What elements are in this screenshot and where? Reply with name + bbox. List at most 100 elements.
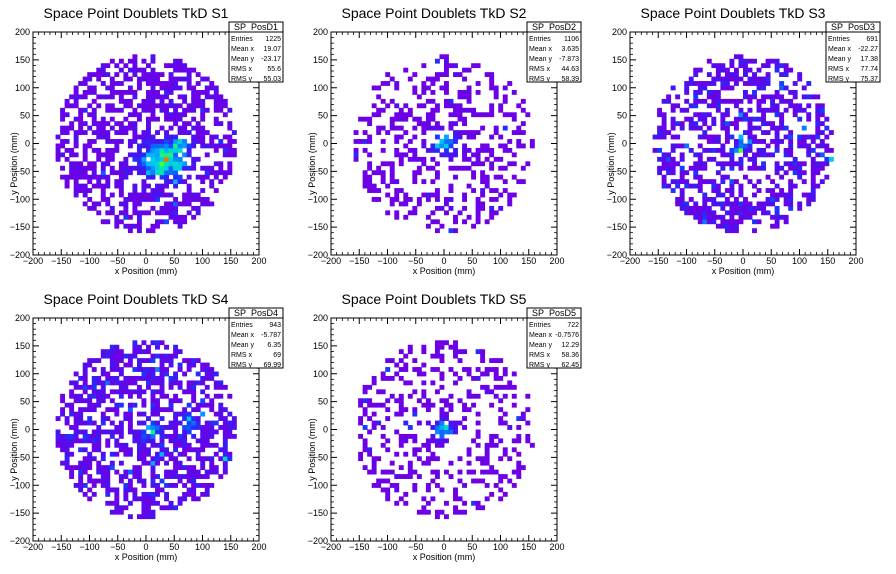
panel-title: Space Point Doublets TkD S3 [641, 5, 826, 21]
histogram-bin [91, 447, 97, 453]
histogram-bin [186, 152, 192, 158]
histogram-bin [200, 112, 206, 118]
histogram-bin [123, 63, 129, 69]
histogram-bin [421, 192, 427, 198]
histogram-bin [756, 85, 762, 91]
histogram-bin [105, 487, 111, 493]
histogram-bin [109, 165, 115, 171]
histogram-bin [367, 179, 373, 185]
histogram-bin [164, 469, 169, 475]
histogram-bin [389, 165, 395, 171]
histogram-bin [173, 214, 179, 220]
histogram-bin [186, 420, 192, 426]
histogram-bin [502, 474, 508, 479]
histogram-bin [141, 349, 147, 355]
histogram-bin [453, 147, 458, 153]
histogram-bin [765, 121, 771, 127]
histogram-bin [82, 188, 88, 193]
histogram-bin [141, 478, 147, 484]
histogram-bin [146, 514, 151, 520]
histogram-bin [770, 125, 776, 131]
histogram-bin [453, 165, 458, 171]
histogram-bin [200, 174, 206, 180]
histogram-bin [78, 121, 84, 127]
stats-row-value: 58.39 [561, 76, 579, 83]
histogram-bin [114, 509, 120, 515]
histogram-bin [186, 210, 192, 216]
histogram-bin [779, 188, 785, 193]
histogram-bin [462, 165, 467, 171]
histogram-bin [159, 174, 165, 180]
histogram-bin [434, 442, 440, 448]
histogram-bin [376, 483, 382, 488]
histogram-bin [82, 375, 88, 381]
histogram-bin [380, 161, 386, 167]
histogram-bin [164, 505, 169, 511]
histogram-bin [693, 174, 699, 180]
histogram-bin [403, 192, 409, 198]
x-tick-label: −50 [408, 542, 423, 552]
histogram-bin [511, 192, 517, 198]
histogram-bin [702, 205, 708, 211]
histogram-bin [448, 429, 454, 435]
histogram-bin [100, 67, 106, 73]
histogram-bin [141, 433, 147, 439]
histogram-bin [105, 442, 111, 448]
histogram-bin [444, 72, 449, 77]
histogram-bin [105, 469, 111, 475]
histogram-bin [453, 344, 458, 350]
histogram-bin [150, 380, 156, 386]
histogram-bin [471, 393, 477, 399]
histogram-bin [462, 67, 467, 73]
histogram-panel-3: Space Point Doublets TkD S3−200−200−150−… [606, 5, 881, 276]
histogram-bin [688, 205, 694, 211]
histogram-bin [164, 81, 169, 86]
histogram-bin [127, 389, 133, 395]
histogram-bin [69, 438, 75, 444]
histogram-bin [191, 465, 197, 471]
histogram-bin [828, 156, 834, 162]
stats-row-value: -22.27 [858, 46, 878, 53]
histogram-bin [82, 143, 88, 149]
histogram-bin [743, 112, 748, 118]
histogram-bin [64, 179, 70, 185]
histogram-bin [670, 85, 676, 91]
histogram-bin [670, 116, 676, 122]
histogram-bin [191, 161, 197, 167]
histogram-bin [209, 375, 215, 381]
histogram-bin [123, 474, 129, 479]
histogram-bin [489, 438, 495, 444]
histogram-bin [403, 500, 409, 506]
histogram-bin [367, 116, 373, 122]
histogram-bin [78, 398, 84, 404]
histogram-bin [141, 156, 147, 162]
histogram-bin [385, 183, 391, 189]
histogram-bin [444, 85, 449, 91]
histogram-bin [132, 58, 138, 64]
histogram-bin [484, 451, 490, 457]
histogram-bin [114, 402, 120, 408]
x-tick-label: 50 [467, 256, 477, 266]
histogram-bin [213, 121, 219, 127]
histogram-bin [471, 469, 477, 475]
histogram-bin [118, 349, 124, 355]
histogram-bin [69, 94, 75, 100]
histogram-bin [150, 425, 156, 430]
histogram-bin [801, 161, 807, 167]
histogram-bin [362, 174, 368, 180]
histogram-bin [182, 496, 188, 502]
histogram-bin [425, 483, 431, 488]
histogram-bin [738, 201, 744, 207]
histogram-bin [484, 389, 490, 395]
histogram-bin [109, 358, 115, 363]
histogram-bin [412, 170, 418, 176]
histogram-bin [702, 197, 708, 202]
histogram-bin [828, 130, 834, 135]
histogram-bin [693, 205, 699, 211]
histogram-bin [173, 438, 179, 444]
histogram-bin [204, 393, 210, 399]
histogram-bin [168, 192, 174, 198]
stats-row-label: Mean y [828, 56, 851, 63]
histogram-bin [774, 223, 780, 229]
histogram-bin [164, 192, 169, 198]
